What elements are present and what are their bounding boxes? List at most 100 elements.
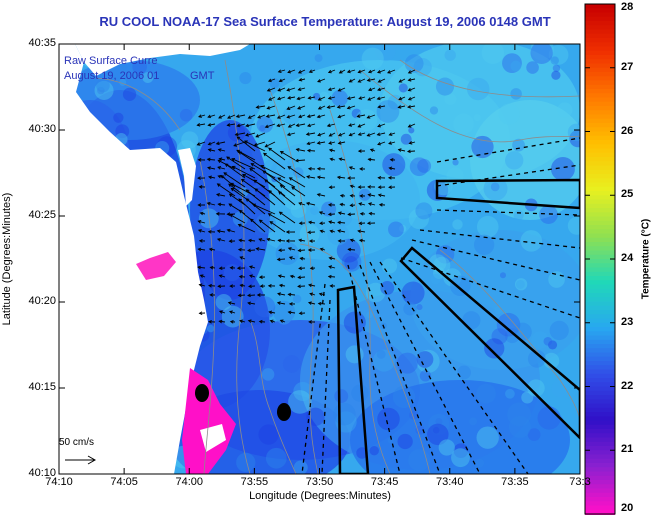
current-vector	[337, 105, 346, 108]
current-vector	[268, 78, 276, 82]
current-vector	[327, 105, 336, 109]
current-vector-head	[266, 237, 271, 242]
colorbar-swatch	[585, 305, 615, 311]
current-vector	[378, 78, 386, 83]
sst-speckle	[272, 300, 296, 323]
sst-speckle	[290, 202, 307, 218]
current-vector	[349, 132, 356, 136]
current-vector-head	[239, 256, 244, 260]
current-vector-head	[254, 188, 259, 192]
current-vector	[248, 114, 256, 119]
current-vector-head	[328, 265, 333, 269]
colorbar-swatch	[585, 450, 615, 456]
sst-speckle	[416, 349, 440, 373]
bathymetry-contour	[269, 89, 319, 474]
current-vector	[368, 194, 376, 197]
colorbar-swatch	[585, 276, 615, 282]
colorbar-swatch	[585, 186, 615, 192]
colorbar-swatch	[585, 509, 615, 515]
current-vector	[277, 258, 286, 261]
colorbar-swatch	[585, 212, 615, 218]
current-vector	[288, 247, 296, 251]
sst-speckle	[376, 100, 400, 123]
current-vector-head	[287, 292, 292, 297]
sst-speckle	[505, 388, 515, 399]
current-vector-head	[216, 183, 221, 187]
current-vector-head	[264, 179, 268, 183]
sst-speckle	[258, 424, 279, 445]
sst-speckle	[401, 281, 425, 305]
sst-speckle	[262, 219, 270, 227]
current-vector-head	[327, 212, 332, 217]
sst-speckle	[417, 159, 432, 173]
current-vector-head	[306, 148, 311, 153]
colorbar-swatch	[585, 488, 615, 494]
sst-speckle	[397, 433, 413, 450]
sst-speckle	[432, 426, 440, 434]
sst-speckle	[215, 293, 232, 311]
current-vector	[408, 123, 416, 128]
current-vector-head	[215, 212, 220, 216]
sst-speckle	[508, 415, 531, 438]
sst-speckle	[521, 391, 534, 404]
current-vector	[307, 114, 316, 118]
sst-speckle	[567, 123, 580, 142]
sst-speckle	[471, 135, 494, 159]
sst-speckle	[547, 340, 558, 350]
current-vector-head	[376, 132, 381, 137]
colorbar-swatch	[585, 25, 615, 31]
current-vector-head	[226, 123, 231, 127]
current-vector-head	[242, 173, 246, 178]
x-tick-label: 74:05	[110, 476, 138, 488]
sst-speckle	[276, 309, 292, 325]
current-vector	[295, 159, 306, 162]
sst-speckle	[376, 349, 386, 359]
current-vector	[398, 149, 406, 152]
colorbar-swatch	[585, 144, 615, 150]
current-vector-head	[366, 133, 371, 137]
current-vector-head	[248, 284, 252, 289]
sst-speckle	[254, 296, 276, 318]
current-vector-head	[367, 202, 372, 206]
current-vector	[298, 249, 306, 252]
current-vector	[199, 284, 206, 287]
sst-speckle	[415, 425, 425, 435]
colorbar-swatch	[585, 441, 615, 447]
current-vector-head	[308, 320, 312, 324]
colorbar-swatch	[585, 178, 615, 184]
current-vector	[368, 203, 376, 206]
sst-speckle	[530, 44, 553, 65]
current-vector-head	[206, 157, 211, 162]
current-vector-head	[297, 70, 302, 74]
sst-speckle	[491, 328, 508, 345]
current-vector	[229, 214, 246, 224]
current-vector-head	[366, 78, 371, 82]
current-vector-head	[327, 69, 332, 74]
current-vector-head	[207, 148, 212, 152]
sst-speckle	[343, 311, 366, 334]
current-vector-head	[368, 211, 373, 216]
sst-speckle	[557, 102, 573, 118]
current-vector-head	[227, 301, 232, 305]
current-vector	[296, 148, 306, 152]
colorbar-swatch	[585, 475, 615, 481]
current-vector-head	[278, 211, 283, 216]
sst-speckle	[531, 331, 549, 349]
sst-speckle	[537, 406, 561, 430]
colorbar-frame	[584, 3, 616, 515]
colorbar-swatch	[585, 169, 615, 175]
current-vector	[317, 141, 326, 144]
sst-blob	[470, 100, 580, 220]
current-vector-head	[220, 174, 225, 179]
current-vector	[389, 167, 396, 170]
sst-speckle	[387, 94, 403, 110]
sst-speckle	[345, 345, 364, 364]
current-vector-head	[217, 202, 222, 207]
current-vector	[308, 96, 316, 99]
current-vector	[197, 123, 206, 126]
colorbar-swatch	[585, 93, 615, 99]
current-vector-head	[317, 79, 321, 83]
current-vector-head	[277, 274, 282, 278]
sst-speckle	[496, 312, 521, 337]
current-vector-head	[357, 124, 362, 128]
